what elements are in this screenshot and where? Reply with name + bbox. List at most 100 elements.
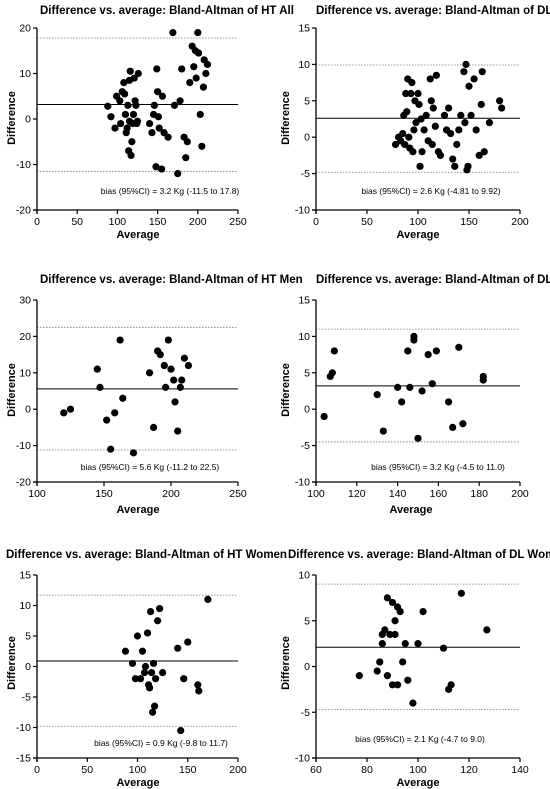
x-tick-label: 200: [162, 488, 180, 500]
data-point: [416, 162, 424, 170]
chart-title: Difference vs. average: Bland-Altman of …: [40, 274, 303, 286]
data-point: [394, 383, 402, 391]
data-point: [470, 75, 478, 83]
data-point: [121, 90, 129, 98]
data-point: [419, 608, 427, 616]
data-point: [379, 427, 387, 435]
data-point: [174, 427, 182, 435]
data-point: [429, 104, 437, 112]
data-point: [129, 110, 138, 119]
x-tick-label: 160: [430, 488, 448, 500]
y-tick-label: 10: [19, 367, 31, 379]
x-axis-label: Average: [396, 777, 439, 789]
data-point: [320, 412, 328, 421]
data-point: [169, 28, 177, 37]
y-tick-label: 10: [298, 59, 310, 71]
data-point: [145, 684, 154, 692]
chart-title: Difference vs. average: Bland-Altman of …: [316, 274, 550, 286]
y-tick-label: 5: [25, 631, 31, 643]
data-point: [164, 133, 172, 141]
data-point: [159, 669, 167, 677]
data-point: [404, 676, 412, 684]
x-tick-label: 0: [34, 764, 40, 776]
data-point: [388, 681, 397, 689]
panel-ht-women: Difference vs. average: Bland-Altman of …: [6, 549, 287, 789]
x-tick-label: 250: [229, 488, 247, 500]
x-tick-label: 200: [511, 488, 529, 500]
data-point: [132, 101, 140, 109]
data-point: [151, 675, 160, 683]
data-point: [428, 380, 436, 388]
data-point: [410, 126, 418, 134]
chart-title: Difference vs. average: Bland-Altman of …: [288, 549, 550, 561]
data-point: [128, 138, 136, 146]
data-point: [111, 409, 119, 417]
y-axis-label: Difference: [6, 363, 18, 417]
data-point: [398, 398, 406, 406]
data-point: [406, 383, 414, 391]
y-tick-label: -10: [16, 722, 31, 734]
data-point: [328, 369, 336, 377]
data-point: [116, 97, 124, 105]
x-axis-label: Average: [116, 777, 159, 789]
data-point: [388, 598, 397, 607]
x-tick-label: 80: [361, 764, 373, 776]
data-point: [436, 151, 445, 159]
data-point: [386, 630, 394, 639]
data-point: [204, 595, 212, 604]
data-point: [124, 101, 132, 109]
data-point: [378, 640, 386, 648]
x-tick-label: 100: [28, 488, 46, 500]
x-tick-label: 100: [409, 764, 427, 776]
data-point: [107, 113, 115, 121]
data-point: [457, 111, 465, 119]
data-point: [418, 387, 426, 395]
data-point: [417, 115, 425, 123]
x-tick-label: 150: [95, 488, 113, 500]
x-tick-label: 50: [361, 216, 373, 228]
data-point: [439, 644, 448, 652]
x-axis-label: Average: [116, 504, 159, 516]
data-point: [475, 151, 483, 159]
data-point: [93, 365, 101, 373]
y-tick-label: 10: [298, 570, 310, 582]
panel-dl-men: Difference vs. average: Bland-Altman of …: [280, 274, 550, 516]
y-tick-label: 0: [304, 132, 310, 144]
x-tick-label: 100: [409, 216, 427, 228]
data-point: [414, 89, 422, 98]
y-axis-label: Difference: [280, 91, 292, 145]
y-tick-label: -5: [301, 707, 310, 719]
data-point: [405, 133, 413, 141]
data-point: [449, 423, 457, 431]
data-point: [394, 681, 402, 689]
data-point: [146, 608, 155, 616]
data-point: [391, 630, 399, 639]
x-tick-label: 120: [460, 764, 478, 776]
data-point: [155, 124, 163, 132]
data-point: [431, 122, 439, 130]
data-point: [178, 376, 186, 384]
data-point: [194, 681, 202, 689]
data-point: [373, 391, 381, 399]
data-point: [174, 170, 182, 178]
panel-dl-all: Difference vs. average: Bland-Altman of …: [280, 5, 550, 241]
data-point: [170, 376, 178, 384]
x-tick-label: 50: [81, 764, 93, 776]
data-point: [129, 449, 138, 457]
panel-ht-men: Difference vs. average: Bland-Altman of …: [6, 274, 303, 516]
data-point: [396, 608, 404, 616]
data-point: [459, 420, 467, 428]
data-point: [391, 617, 399, 625]
data-point: [401, 640, 409, 648]
y-tick-label: -10: [295, 753, 310, 765]
data-point: [148, 708, 157, 716]
x-tick-label: 100: [307, 488, 325, 500]
data-point: [480, 148, 488, 156]
panel-ht-all: Difference vs. average: Bland-Altman of …: [6, 5, 294, 241]
data-point: [60, 409, 68, 417]
data-point: [198, 142, 206, 150]
x-tick-label: 250: [229, 216, 247, 228]
data-point: [154, 113, 163, 121]
data-point: [455, 126, 463, 134]
bias-annotation: bias (95%CI) = 0.9 Kg (-9.8 to 11.7): [94, 738, 228, 748]
